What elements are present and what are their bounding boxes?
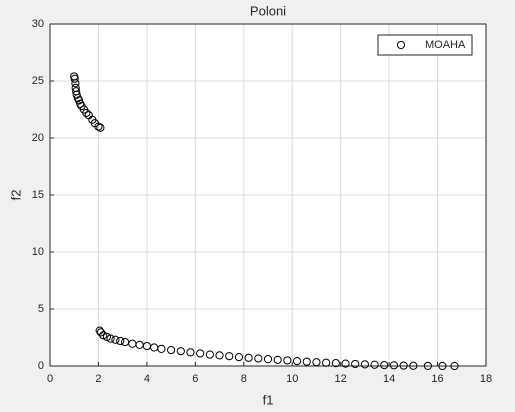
point (283, 356, 292, 365)
point (244, 353, 253, 362)
y-tick-label: 0 (38, 360, 44, 372)
axes-box (49, 23, 487, 367)
point (167, 345, 176, 355)
x-tick-label: 6 (192, 373, 198, 385)
legend-marker (396, 40, 406, 50)
point (116, 336, 125, 346)
point (96, 123, 105, 132)
x-tick-label: 0 (47, 373, 53, 385)
x-tick-label: 18 (480, 373, 492, 385)
point (273, 355, 282, 364)
point (70, 74, 79, 83)
point (351, 359, 360, 369)
point (292, 356, 302, 366)
x-tick-label: 16 (431, 373, 443, 385)
y-tick-label: 5 (38, 303, 44, 315)
point (94, 122, 103, 131)
point (389, 361, 399, 370)
point (341, 359, 350, 368)
point (380, 360, 389, 370)
x-axis-label: f1 (263, 392, 274, 407)
point (322, 358, 331, 367)
point (234, 353, 244, 362)
point (225, 352, 234, 361)
y-axis-label: f2 (8, 190, 23, 201)
legend-box (377, 34, 473, 56)
point (71, 79, 80, 88)
point (106, 334, 115, 343)
y-tick-label: 30 (32, 18, 44, 30)
x-tick-label: 8 (241, 373, 247, 385)
point (157, 344, 166, 353)
point (96, 328, 105, 337)
y-tick-label: 20 (32, 132, 44, 144)
y-tick-label: 25 (32, 75, 44, 87)
y-tick-label: 15 (32, 189, 44, 201)
point (423, 361, 432, 370)
point (254, 354, 263, 363)
point (196, 349, 205, 358)
x-tick-label: 2 (95, 373, 101, 385)
point (409, 361, 418, 370)
x-tick-label: 4 (144, 373, 150, 385)
point (370, 360, 379, 369)
point (82, 108, 91, 118)
point (111, 335, 120, 344)
point (331, 359, 340, 368)
point (205, 350, 214, 359)
point (450, 361, 459, 371)
chart-title: Poloni (250, 3, 286, 18)
point (72, 90, 81, 99)
x-tick-label: 10 (286, 373, 298, 385)
y-tick-label: 10 (32, 246, 44, 258)
x-tick-label: 14 (383, 373, 395, 385)
x-tick-label: 12 (335, 373, 347, 385)
point (360, 360, 369, 369)
point (74, 96, 84, 105)
point (186, 348, 195, 357)
point (438, 361, 447, 371)
point (176, 347, 185, 356)
point (399, 361, 408, 370)
point (312, 358, 321, 367)
point (215, 351, 224, 360)
point (302, 357, 311, 366)
legend-label: MOAHA (425, 39, 466, 51)
point (263, 355, 273, 364)
